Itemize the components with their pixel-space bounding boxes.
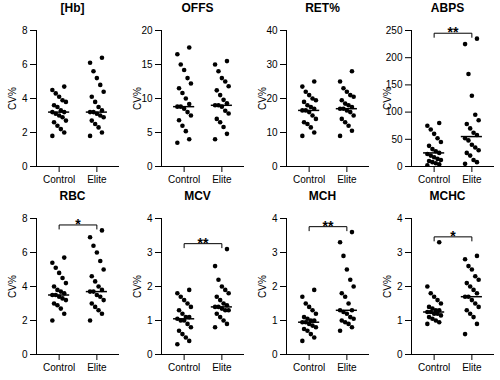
svg-text:2: 2 xyxy=(147,281,153,292)
svg-text:**: ** xyxy=(448,24,459,40)
svg-text:Elite: Elite xyxy=(212,362,232,373)
svg-text:150: 150 xyxy=(385,79,403,91)
svg-text:0: 0 xyxy=(147,161,153,172)
svg-text:Control: Control xyxy=(168,174,200,185)
svg-text:5: 5 xyxy=(147,127,153,138)
svg-text:250: 250 xyxy=(386,25,403,36)
svg-text:1: 1 xyxy=(272,315,278,326)
svg-text:Control: Control xyxy=(43,362,75,373)
html-text:RET%: RET% xyxy=(305,1,340,15)
svg-text:20: 20 xyxy=(266,93,278,104)
svg-text:4: 4 xyxy=(272,213,278,224)
svg-text:0: 0 xyxy=(22,349,28,360)
svg-text:2: 2 xyxy=(22,127,28,138)
svg-text:CV%: CV% xyxy=(132,87,143,110)
svg-text:Elite: Elite xyxy=(87,174,107,185)
svg-text:3: 3 xyxy=(272,247,278,258)
svg-text:0: 0 xyxy=(397,349,403,360)
svg-text:10: 10 xyxy=(266,127,278,138)
svg-text:40: 40 xyxy=(266,25,278,36)
svg-text:CV%: CV% xyxy=(7,87,18,110)
svg-text:4: 4 xyxy=(147,213,153,224)
svg-text:4: 4 xyxy=(397,213,403,224)
svg-text:CV%: CV% xyxy=(257,87,268,110)
svg-text:2: 2 xyxy=(272,281,278,292)
svg-text:**: ** xyxy=(198,235,209,251)
svg-text:0: 0 xyxy=(272,349,278,360)
html-text:[Hb]: [Hb] xyxy=(60,1,85,15)
html-text:MCV: MCV xyxy=(184,189,211,203)
svg-text:**: ** xyxy=(323,218,334,234)
svg-text:CV%: CV% xyxy=(7,275,18,298)
html-text:ABPS: ABPS xyxy=(430,1,465,15)
svg-text:100: 100 xyxy=(385,106,403,118)
svg-text:CV%: CV% xyxy=(382,87,393,110)
svg-text:8: 8 xyxy=(22,213,28,224)
svg-text:0: 0 xyxy=(22,161,28,172)
svg-text:Elite: Elite xyxy=(337,174,357,185)
svg-text:1: 1 xyxy=(147,315,153,326)
html-text:MCHC: MCHC xyxy=(429,189,466,203)
svg-text:Elite: Elite xyxy=(337,362,357,373)
svg-text:3: 3 xyxy=(397,247,403,258)
svg-text:*: * xyxy=(75,216,81,232)
svg-text:8: 8 xyxy=(22,25,28,36)
svg-text:Elite: Elite xyxy=(462,174,482,185)
svg-text:Control: Control xyxy=(418,362,450,373)
svg-text:20: 20 xyxy=(141,25,153,36)
svg-text:Control: Control xyxy=(293,362,325,373)
svg-text:*: * xyxy=(450,228,456,244)
svg-text:50: 50 xyxy=(391,134,403,145)
html-text:MCH: MCH xyxy=(308,189,337,203)
svg-text:0: 0 xyxy=(397,161,403,172)
svg-text:10: 10 xyxy=(141,93,153,104)
svg-text:15: 15 xyxy=(141,59,153,70)
svg-text:Control: Control xyxy=(418,174,450,185)
svg-text:6: 6 xyxy=(22,247,28,258)
svg-text:30: 30 xyxy=(266,59,278,70)
svg-text:Control: Control xyxy=(43,174,75,185)
svg-text:6: 6 xyxy=(22,59,28,70)
svg-text:200: 200 xyxy=(386,52,403,63)
svg-text:1: 1 xyxy=(397,315,403,326)
svg-text:Elite: Elite xyxy=(212,174,232,185)
svg-text:0: 0 xyxy=(147,349,153,360)
html-text:RBC: RBC xyxy=(59,189,86,203)
svg-text:Elite: Elite xyxy=(87,362,107,373)
svg-text:3: 3 xyxy=(147,247,153,258)
svg-text:CV%: CV% xyxy=(257,275,268,298)
svg-text:Control: Control xyxy=(293,174,325,185)
svg-text:CV%: CV% xyxy=(382,275,393,298)
svg-text:4: 4 xyxy=(22,93,28,104)
svg-text:4: 4 xyxy=(22,281,28,292)
svg-text:Control: Control xyxy=(168,362,200,373)
html-text:OFFS: OFFS xyxy=(181,1,214,15)
svg-text:CV%: CV% xyxy=(132,275,143,298)
svg-text:0: 0 xyxy=(272,161,278,172)
svg-text:2: 2 xyxy=(397,281,403,292)
svg-text:2: 2 xyxy=(22,315,28,326)
svg-text:Elite: Elite xyxy=(462,362,482,373)
